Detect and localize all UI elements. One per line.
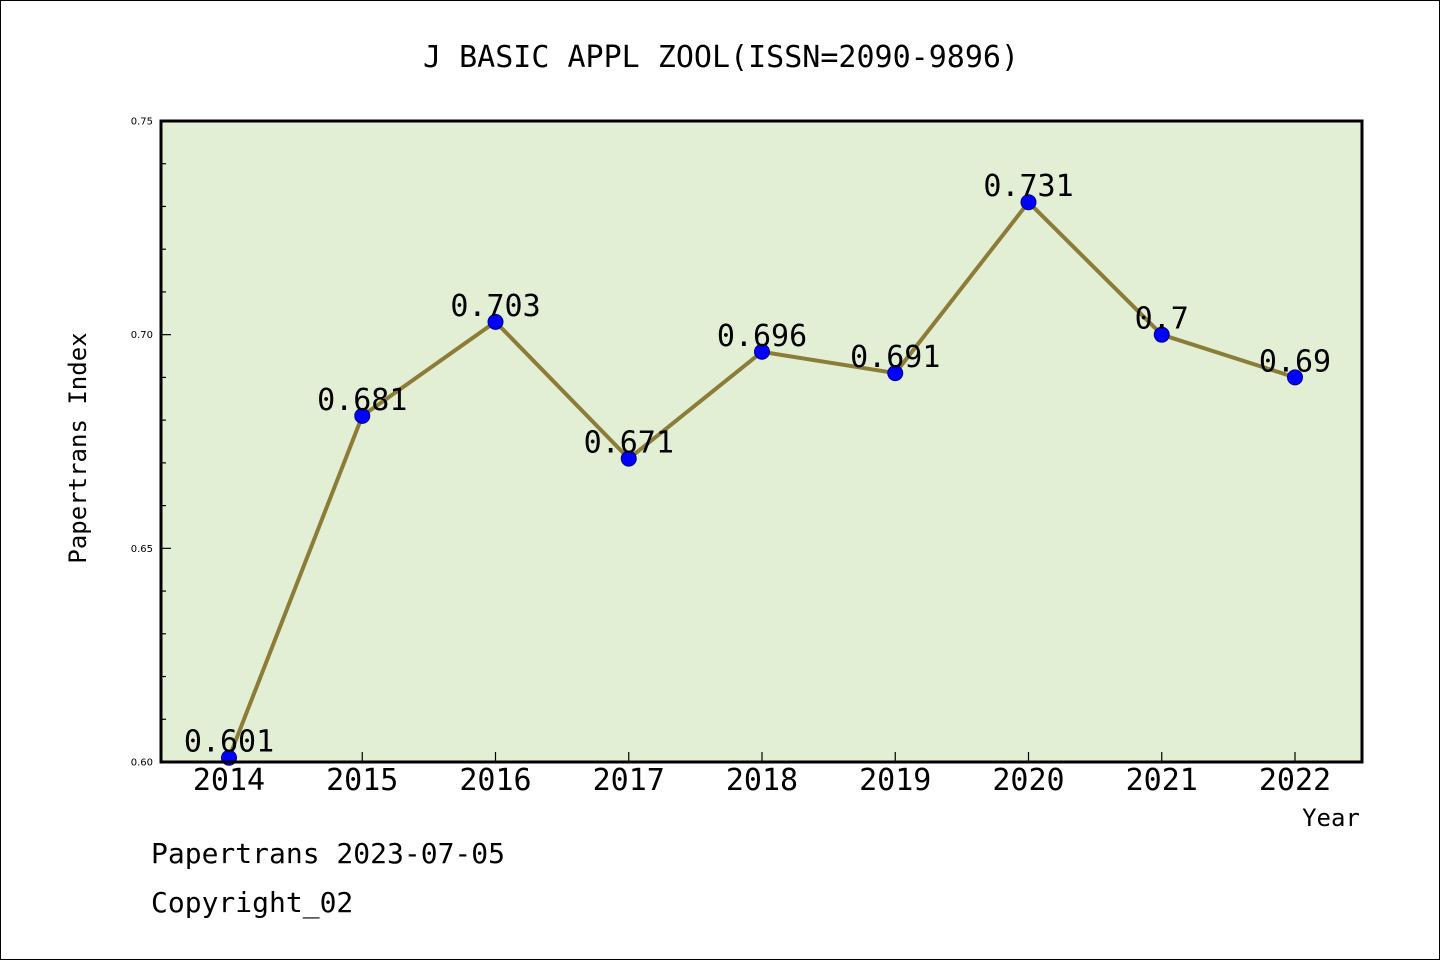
plot-border — [159, 119, 1364, 764]
x-axis: 2014 2015 2016 2017 2018 2019 2020 2021 2022 — [193, 752, 1331, 798]
y-axis-label: Papertrans Index — [64, 332, 92, 563]
data-point — [354, 407, 371, 424]
x-tick-label: 2021 — [1126, 763, 1198, 798]
x-tick-label: 2020 — [992, 763, 1064, 798]
y-tick-label: 0.70 — [131, 330, 153, 341]
data-label: 0.731 — [983, 169, 1073, 204]
data-point — [487, 313, 504, 330]
data-point — [887, 365, 904, 382]
x-axis-label: Year — [1302, 804, 1360, 832]
data-labels: 0.601 0.681 0.703 0.671 0.696 0.691 0.731 0.7 0.… — [184, 169, 1331, 760]
footer-copyright: Copyright_02 — [151, 886, 354, 919]
chart-title: J BASIC APPL ZOOL(ISSN=2090-9896) — [423, 40, 1019, 75]
data-label: 0.69 — [1259, 344, 1331, 379]
x-tick-label: 2014 — [193, 763, 265, 798]
data-point — [1287, 369, 1303, 386]
y-tick-label: 0.65 — [131, 544, 153, 555]
plot-area — [161, 121, 1362, 762]
y-tick-label: 0.60 — [131, 758, 153, 769]
x-tick-label: 2016 — [459, 763, 531, 798]
x-tick-label: 2015 — [326, 763, 398, 798]
footer-date: Papertrans 2023-07-05 — [151, 837, 506, 870]
x-tick-label: 2019 — [859, 763, 931, 798]
x-tick-label: 2018 — [726, 763, 798, 798]
y-tick-label: 0.75 — [131, 117, 153, 128]
data-point — [1020, 194, 1037, 211]
data-point — [754, 343, 770, 360]
data-label: 0.671 — [584, 426, 674, 461]
data-label: 0.691 — [850, 340, 940, 375]
data-label: 0.7 — [1135, 302, 1189, 337]
data-label: 0.601 — [184, 725, 274, 760]
data-label: 0.696 — [717, 319, 807, 354]
x-tick-label: 2017 — [593, 763, 665, 798]
data-label: 0.681 — [317, 383, 407, 418]
x-tick-label: 2022 — [1259, 763, 1331, 798]
data-label: 0.703 — [450, 289, 540, 324]
data-point — [1153, 326, 1170, 343]
data-point — [620, 450, 637, 467]
series-markers — [221, 194, 1303, 766]
